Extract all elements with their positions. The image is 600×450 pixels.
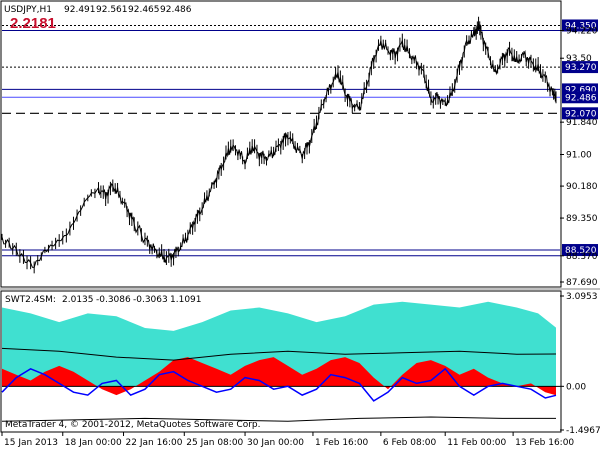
price-header-ohlc-open: 92.491 [64, 5, 96, 15]
lower-line [1, 416, 556, 422]
price-axis-label: 93.270 [565, 63, 597, 73]
indicator-axis-label: -1.4967 [566, 426, 600, 436]
price-series [1, 16, 557, 274]
price-axis-box-5 [562, 91, 598, 104]
signal-line [1, 367, 557, 402]
time-axis: 15 Jan 2013 18 Jan 00:00 22 Jan 16:00 25 Ja… [1, 432, 574, 448]
price-axis-box-3 [562, 61, 598, 74]
histogram-area [2, 357, 556, 396]
price-header-big-value: 2.2181 [10, 15, 56, 32]
price-axis-label: 92.690 [565, 85, 597, 95]
price-axis-label: 94.350 [565, 21, 597, 31]
price-header-ohlc-low: 92.465 [128, 5, 160, 15]
price-axis-label: 90.180 [566, 182, 598, 192]
price-header-ohlc-high: 92.561 [96, 5, 128, 15]
price-axis-label: 89.350 [566, 214, 598, 224]
indicator-header-value-2: -0.3086 [96, 295, 131, 305]
time-axis-label: 1 Feb 16:00 [315, 438, 369, 448]
indicator-axis-label: 3.0953 [566, 292, 598, 302]
time-axis-label: 30 Jan 00:00 [247, 438, 304, 448]
indicator-header-name: SWT2.4SM: [5, 295, 56, 305]
price-axis-label: 91.840 [566, 118, 598, 128]
indicator-header-value-3: -0.3063 [133, 295, 168, 305]
time-axis-label: 11 Feb 00:00 [447, 438, 506, 448]
time-axis-label: 6 Feb 08:00 [383, 438, 437, 448]
price-axis-label: 87.690 [566, 278, 598, 288]
price-axis-label: 93.50 [566, 54, 592, 64]
price-axis-label: 94.220 [566, 26, 598, 36]
price-levels [2, 24, 560, 257]
indicator-header-value-1: 2.0135 [62, 295, 94, 305]
time-axis-label: 15 Jan 2013 [4, 438, 58, 448]
time-axis-label: 25 Jan 08:00 [186, 438, 243, 448]
price-axis-label: 92.486 [565, 93, 597, 103]
mid-line [1, 347, 557, 361]
indicator-y-axis: 3.0953 0.00 -1.4967 [560, 292, 600, 436]
price-axis-box-6 [562, 107, 598, 120]
price-axis-label: 88.370 [566, 252, 598, 262]
price-axis-label: 92.070 [565, 109, 597, 119]
price-axis-box-0 [562, 19, 598, 32]
time-axis-label: 13 Feb 16:00 [515, 438, 574, 448]
indicator-series [1, 301, 560, 422]
indicator-axis-label: 0.00 [566, 382, 586, 392]
price-axis-label: 88.520 [565, 246, 597, 256]
price-header-ohlc-close: 92.486 [160, 5, 192, 15]
price-header-symbol: USDJPY,H1 [4, 5, 52, 15]
price-axis-label: 91.00 [566, 151, 592, 161]
copyright-text: MetaTrader 4, © 2001-2012, MetaQuotes So… [5, 420, 261, 430]
price-axis-box-11 [562, 244, 598, 257]
indicator-header-value-4: 1.1091 [170, 295, 202, 305]
time-axis-label: 22 Jan 16:00 [126, 438, 183, 448]
time-axis-label: 18 Jan 00:00 [65, 438, 122, 448]
